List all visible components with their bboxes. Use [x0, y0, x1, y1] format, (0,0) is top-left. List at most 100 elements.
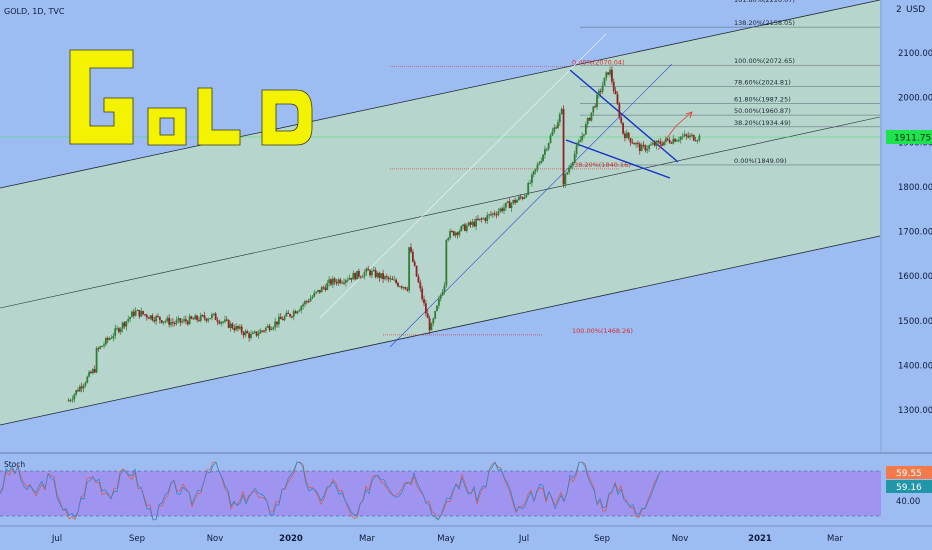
candle-body — [374, 270, 377, 278]
candle-body — [138, 309, 141, 317]
candle-body — [166, 317, 169, 322]
candle-body — [644, 145, 647, 151]
fib-retracement-label: 100.00%(1468.26) — [572, 327, 633, 335]
candle-body — [157, 315, 159, 317]
candlestick-series — [67, 66, 701, 403]
candle-body — [147, 317, 150, 319]
candle-body — [95, 348, 98, 373]
candle-body — [451, 231, 453, 233]
candle-body — [638, 143, 641, 152]
candle-body — [253, 331, 256, 333]
candle-body — [380, 273, 383, 279]
current-price-label: 1911.75 — [894, 134, 931, 144]
candle-body — [372, 270, 375, 272]
candle-body — [305, 301, 308, 303]
candle-body — [268, 325, 271, 331]
candle-body — [259, 330, 262, 334]
candle-body — [151, 315, 154, 320]
candle-body — [168, 317, 171, 325]
candle-body — [411, 251, 414, 262]
candle-body — [439, 295, 442, 299]
candle-body — [233, 328, 236, 331]
candle-body — [173, 323, 176, 325]
candle-body — [99, 346, 102, 349]
candle-body — [627, 132, 630, 138]
candle-body — [609, 69, 611, 75]
fibonacci-levels: 161.80%(2210.07) 138.20%(2158.05) 100.00%(… — [383, 0, 880, 336]
candle-body — [426, 313, 429, 319]
candle-body — [335, 282, 338, 284]
candle-body — [581, 135, 584, 140]
candle-body — [93, 369, 96, 373]
candle-body — [188, 316, 191, 325]
candle-body — [663, 142, 665, 146]
candle-body — [391, 278, 394, 280]
candle-body — [348, 277, 351, 280]
candle-body — [410, 247, 412, 252]
fib-extension-label: 138.20%(2158.05) — [734, 19, 795, 27]
time-tick-label: Mar — [827, 534, 844, 544]
candle-body — [121, 322, 124, 329]
candle-body — [80, 386, 83, 389]
fib-extension-label: 78.60%(2024.81) — [734, 79, 791, 87]
candle-body — [493, 213, 496, 215]
candle-body — [257, 333, 260, 336]
candle-body — [328, 279, 331, 284]
candle-body — [633, 143, 636, 145]
stoch-band-label: 40.00 — [896, 497, 920, 507]
candle-body — [116, 328, 118, 330]
candle-body — [203, 315, 206, 319]
candle-body — [97, 348, 100, 350]
candle-body — [155, 315, 158, 322]
candle-body — [683, 134, 686, 137]
candle-body — [186, 321, 189, 325]
candle-body — [285, 312, 288, 317]
candle-body — [624, 133, 626, 139]
candle-body — [149, 315, 152, 319]
candle-body — [278, 316, 280, 325]
candle-body — [570, 165, 572, 169]
candle-body — [274, 321, 277, 328]
fib-retracement-label: 38.20%(1840.16) — [574, 161, 631, 169]
price-tick-label: 2000.00 — [898, 94, 932, 104]
candle-body — [689, 135, 691, 138]
candle-body — [214, 313, 217, 321]
candle-body — [387, 277, 390, 280]
candle-body — [599, 90, 602, 92]
candle-body — [209, 318, 211, 320]
candle-body — [462, 224, 464, 227]
candle-body — [562, 108, 565, 185]
candle-body — [331, 278, 334, 285]
candle-body — [679, 136, 682, 140]
candle-body — [534, 168, 537, 171]
price-tick-label: 1800.00 — [898, 183, 932, 193]
candle-body — [536, 164, 539, 169]
candle-body — [413, 261, 416, 266]
candle-body — [477, 218, 479, 221]
candle-body — [491, 213, 494, 215]
candle-body — [691, 134, 693, 136]
price-axis: 1300.00 1400.00 1500.00 1600.00 1700.00 1800.… — [880, 0, 932, 452]
candle-body — [510, 203, 513, 209]
candle-body — [160, 320, 163, 323]
candle-body — [395, 279, 398, 284]
stoch-band — [0, 471, 881, 516]
candle-body — [551, 131, 554, 136]
candle-body — [103, 344, 105, 346]
candle-body — [205, 318, 208, 321]
price-tick-label: 2100.00 — [898, 49, 932, 59]
candle-body — [664, 138, 667, 143]
candle-body — [341, 282, 344, 284]
candle-body — [356, 270, 358, 280]
candle-body — [398, 286, 401, 288]
candle-body — [484, 218, 487, 221]
candle-body — [564, 174, 567, 185]
candle-body — [555, 127, 557, 129]
candle-body — [238, 326, 241, 329]
candle-body — [486, 215, 489, 221]
candle-body — [250, 333, 252, 338]
candle-body — [123, 322, 126, 327]
candle-body — [596, 94, 598, 108]
